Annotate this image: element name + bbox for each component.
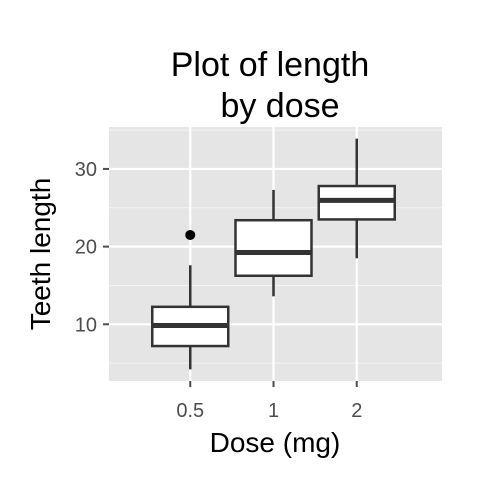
y-axis: 10 20 30	[75, 159, 109, 336]
boxplot-1	[234, 189, 313, 297]
x-axis: 0.5 1 2	[176, 381, 362, 422]
boxplots	[151, 138, 396, 370]
x-tick-label: 2	[351, 400, 362, 422]
boxplot-0.5	[151, 229, 230, 370]
box-iqr	[234, 218, 313, 277]
boxplot-2	[317, 138, 396, 259]
x-axis-title: Dose (mg)	[210, 427, 341, 458]
x-tick-label: 1	[268, 400, 279, 422]
x-tick-label: 0.5	[176, 400, 204, 422]
y-tick-label: 30	[75, 159, 97, 181]
y-tick-label: 10	[75, 314, 97, 336]
chart-title-line-1: Plot of length	[171, 46, 369, 84]
y-tick-label: 20	[75, 237, 97, 259]
chart-title-line-2: by dose	[220, 87, 339, 125]
outlier-point	[185, 229, 196, 240]
y-axis-title: Teeth length	[25, 178, 56, 331]
